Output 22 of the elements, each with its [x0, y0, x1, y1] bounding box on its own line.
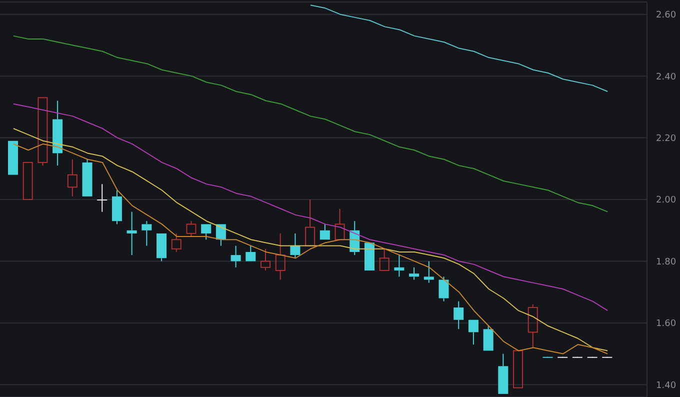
y-tick-label: 2.20	[656, 134, 676, 144]
candlestick	[409, 266, 420, 280]
candlestick	[454, 300, 464, 330]
y-tick-label: 1.80	[656, 257, 676, 268]
candlestick	[142, 220, 152, 246]
candlestick	[275, 232, 286, 280]
y-tick-label: 2.00	[656, 196, 676, 206]
line-series	[12, 35, 608, 212]
y-tick-label: 1.40	[656, 380, 676, 391]
candlestick	[424, 260, 434, 284]
y-tick-label: 1.60	[656, 319, 676, 330]
y-tick-label: 2.60	[656, 10, 676, 21]
candlestick	[52, 100, 63, 166]
candlestick	[67, 158, 78, 197]
candlestick	[97, 184, 108, 212]
line-series	[12, 103, 608, 312]
candlestick	[394, 254, 404, 278]
line-series	[310, 4, 608, 92]
candlestick	[112, 190, 122, 225]
candlestick	[126, 211, 137, 256]
y-tick-label: 2.40	[656, 72, 676, 82]
candlestick	[230, 245, 241, 268]
